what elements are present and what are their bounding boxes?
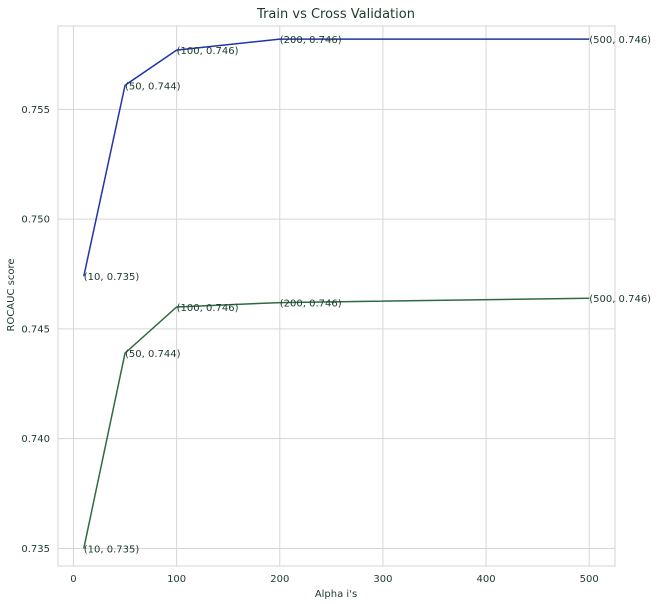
y-tick-label: 0.745: [21, 324, 50, 335]
point-annotation: (10, 0.735): [84, 544, 140, 555]
x-tick-label: 500: [580, 574, 599, 585]
y-tick-label: 0.735: [21, 544, 50, 555]
x-tick-label: 0: [70, 574, 76, 585]
x-axis-label: Alpha i's: [315, 589, 357, 600]
point-annotation: (10, 0.735): [84, 272, 140, 283]
y-tick-label: 0.750: [21, 215, 50, 226]
plot-frame: [57, 25, 616, 567]
grid: [57, 25, 616, 567]
point-annotation: (500, 0.746): [589, 294, 651, 305]
point-annotation: (500, 0.746): [589, 35, 651, 46]
y-tick-label: 0.755: [21, 105, 50, 116]
point-annotations: (10, 0.735) (50, 0.744) (100, 0.746) (200, …: [84, 35, 651, 555]
point-annotation: (200, 0.746): [280, 299, 342, 310]
tick-labels: 0 100 200 300 400 500 0.735 0.740 0.745 0.750 0.75…: [21, 105, 598, 585]
x-tick-label: 100: [167, 574, 186, 585]
point-annotation: (100, 0.746): [177, 303, 239, 314]
x-tick-label: 300: [373, 574, 392, 585]
point-annotation: (200, 0.746): [280, 35, 342, 46]
x-tick-label: 400: [477, 574, 496, 585]
point-annotation: (50, 0.744): [125, 81, 181, 92]
series-line-1: [83, 38, 590, 277]
y-tick-label: 0.740: [21, 434, 50, 445]
chart-title: Train vs Cross Validation: [256, 7, 415, 22]
point-annotation: (50, 0.744): [125, 349, 181, 360]
series-lines: [83, 38, 590, 549]
point-annotation: (100, 0.746): [177, 46, 239, 57]
y-axis-label: ROCAUC score: [6, 259, 17, 332]
x-tick-label: 200: [270, 574, 289, 585]
series-line-2: [83, 297, 590, 549]
